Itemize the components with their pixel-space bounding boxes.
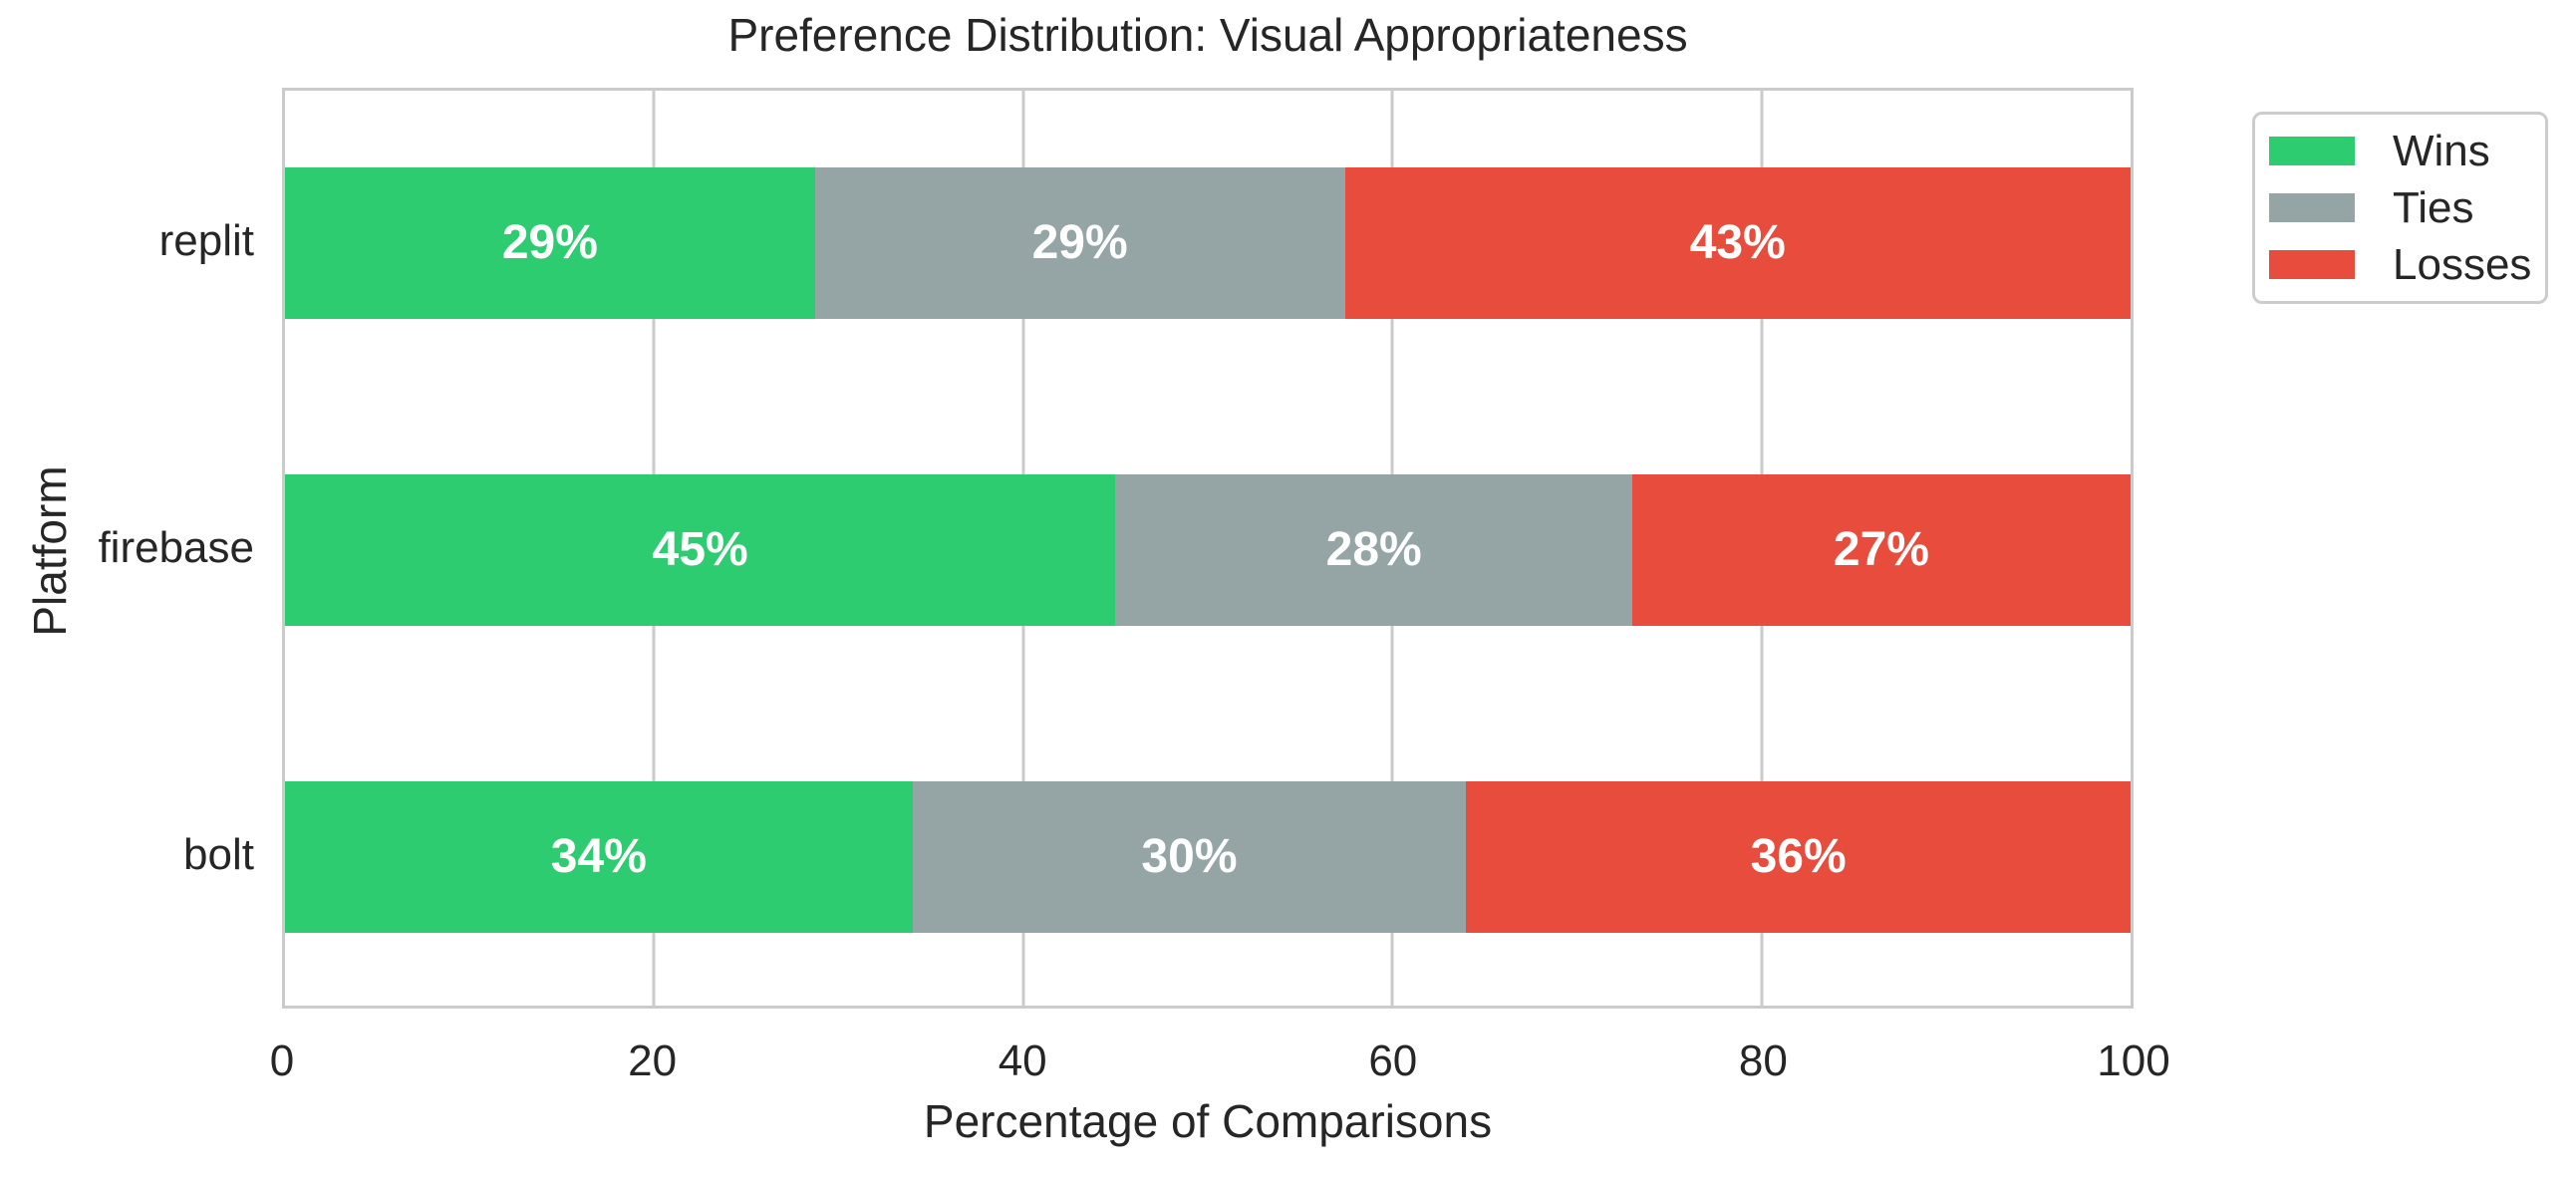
y-tick-label-firebase: firebase bbox=[98, 523, 254, 572]
bar-segment-firebase-losses: 27% bbox=[1631, 473, 2131, 626]
bar-segment-replit-losses: 43% bbox=[1344, 166, 2131, 319]
bar-row-replit: 29% 29% 43% bbox=[285, 166, 2131, 319]
legend-label-wins: Wins bbox=[2393, 126, 2490, 175]
bar-row-firebase: 45% 28% 27% bbox=[285, 473, 2131, 626]
x-tick-label-80: 80 bbox=[1738, 1036, 1788, 1085]
bar-segment-replit-ties: 29% bbox=[814, 166, 1345, 319]
bar-value-label: 28% bbox=[1325, 523, 1422, 576]
bar-segment-bolt-wins: 34% bbox=[285, 780, 913, 933]
chart-title: Preference Distribution: Visual Appropri… bbox=[727, 9, 1688, 61]
x-tick-label-100: 100 bbox=[2097, 1036, 2170, 1085]
legend-item-ties: Ties bbox=[2269, 183, 2531, 233]
y-tick-labels: replit firebase bolt bbox=[0, 88, 254, 1009]
x-axis-label: Percentage of Comparisons bbox=[923, 1095, 1493, 1147]
y-tick-label-replit: replit bbox=[158, 216, 254, 265]
bar-segment-firebase-ties: 28% bbox=[1115, 473, 1632, 626]
legend-item-wins: Wins bbox=[2269, 127, 2531, 176]
x-tick-label-60: 60 bbox=[1368, 1036, 1418, 1085]
x-tick-label-20: 20 bbox=[628, 1036, 678, 1085]
bar-value-label: 27% bbox=[1833, 523, 1929, 576]
bar-value-label: 29% bbox=[1031, 216, 1128, 269]
bar-value-label: 34% bbox=[550, 830, 647, 883]
x-tick-label-40: 40 bbox=[998, 1036, 1047, 1085]
legend-swatch-wins bbox=[2269, 137, 2355, 165]
legend-label-ties: Ties bbox=[2393, 182, 2474, 232]
x-tick-labels: 0 20 40 60 80 100 bbox=[270, 1036, 2170, 1086]
x-tick-label-0: 0 bbox=[269, 1036, 295, 1085]
bar-value-label: 45% bbox=[652, 523, 748, 576]
bar-value-label: 43% bbox=[1689, 216, 1786, 269]
bar-segment-bolt-losses: 36% bbox=[1466, 780, 2131, 933]
bar-value-label: 36% bbox=[1750, 830, 1847, 883]
legend: Wins Ties Losses bbox=[2252, 112, 2548, 304]
bar-value-label: 29% bbox=[501, 216, 598, 269]
legend-label-losses: Losses bbox=[2393, 239, 2532, 289]
bar-segment-firebase-wins: 45% bbox=[285, 473, 1116, 626]
legend-swatch-losses bbox=[2269, 250, 2355, 279]
legend-swatch-ties bbox=[2269, 193, 2355, 222]
bar-segment-replit-wins: 29% bbox=[285, 166, 815, 319]
bar-value-label: 30% bbox=[1141, 830, 1238, 883]
bar-segment-bolt-ties: 30% bbox=[912, 780, 1467, 933]
legend-item-losses: Losses bbox=[2269, 240, 2531, 290]
bar-row-bolt: 34% 30% 36% bbox=[285, 780, 2131, 933]
y-tick-label-bolt: bolt bbox=[183, 830, 254, 879]
plot-area: 29% 29% 43% 45% 28% 27% 34% 30% 36% bbox=[282, 88, 2134, 1009]
